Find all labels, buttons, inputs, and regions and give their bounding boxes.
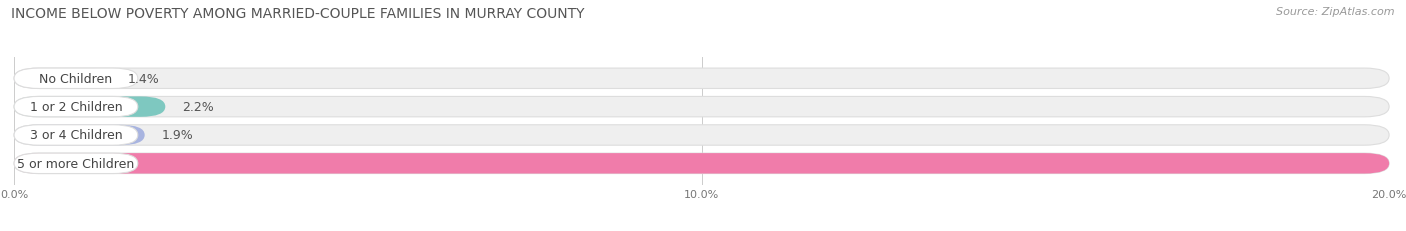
FancyBboxPatch shape bbox=[14, 97, 138, 117]
Text: 1.9%: 1.9% bbox=[162, 129, 194, 142]
FancyBboxPatch shape bbox=[14, 97, 166, 117]
Text: INCOME BELOW POVERTY AMONG MARRIED-COUPLE FAMILIES IN MURRAY COUNTY: INCOME BELOW POVERTY AMONG MARRIED-COUPL… bbox=[11, 7, 585, 21]
FancyBboxPatch shape bbox=[14, 69, 1389, 89]
Text: No Children: No Children bbox=[39, 73, 112, 85]
Text: 2.2%: 2.2% bbox=[183, 101, 214, 114]
Text: Source: ZipAtlas.com: Source: ZipAtlas.com bbox=[1277, 7, 1395, 17]
FancyBboxPatch shape bbox=[14, 125, 138, 146]
Text: 3 or 4 Children: 3 or 4 Children bbox=[30, 129, 122, 142]
FancyBboxPatch shape bbox=[14, 153, 138, 174]
Text: 5 or more Children: 5 or more Children bbox=[17, 157, 135, 170]
FancyBboxPatch shape bbox=[14, 125, 145, 146]
Text: 1.4%: 1.4% bbox=[128, 73, 159, 85]
FancyBboxPatch shape bbox=[14, 153, 1389, 174]
FancyBboxPatch shape bbox=[14, 153, 1389, 174]
FancyBboxPatch shape bbox=[14, 69, 110, 89]
FancyBboxPatch shape bbox=[14, 97, 1389, 117]
Text: 1 or 2 Children: 1 or 2 Children bbox=[30, 101, 122, 114]
FancyBboxPatch shape bbox=[14, 69, 138, 89]
FancyBboxPatch shape bbox=[14, 125, 1389, 146]
